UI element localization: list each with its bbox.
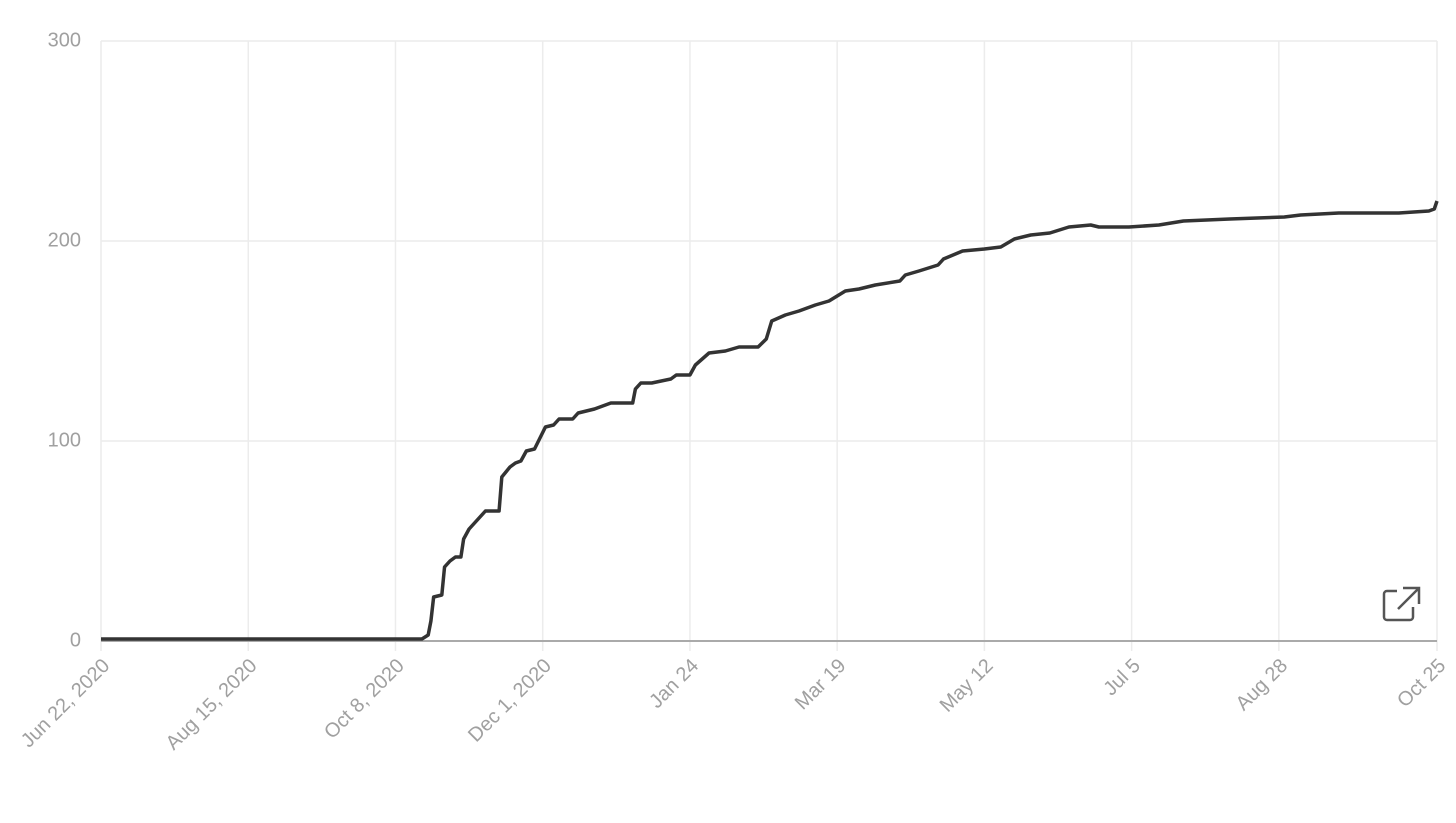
open-external-icon[interactable]: [1382, 586, 1421, 622]
y-tick-label: 100: [48, 429, 81, 451]
x-tick-label: Oct 8, 2020: [320, 655, 409, 744]
y-tick-label: 0: [70, 629, 81, 651]
data-line: [101, 200, 1439, 641]
x-tick-label: Dec 1, 2020: [464, 655, 556, 747]
x-tick-label: Aug 28: [1232, 655, 1292, 715]
x-tick-label: Oct 25: [1393, 655, 1450, 712]
x-tick-label: Jul 5: [1099, 655, 1144, 700]
y-tick-label: 300: [48, 29, 81, 51]
x-tick-label: Aug 15, 2020: [162, 655, 262, 755]
x-tick-label: Jan 24: [645, 655, 703, 713]
x-tick-label: Mar 19: [791, 655, 851, 715]
x-tick-label: May 12: [936, 655, 998, 717]
x-tick-label: Jun 22, 2020: [17, 655, 114, 752]
y-tick-label: 200: [48, 229, 81, 251]
